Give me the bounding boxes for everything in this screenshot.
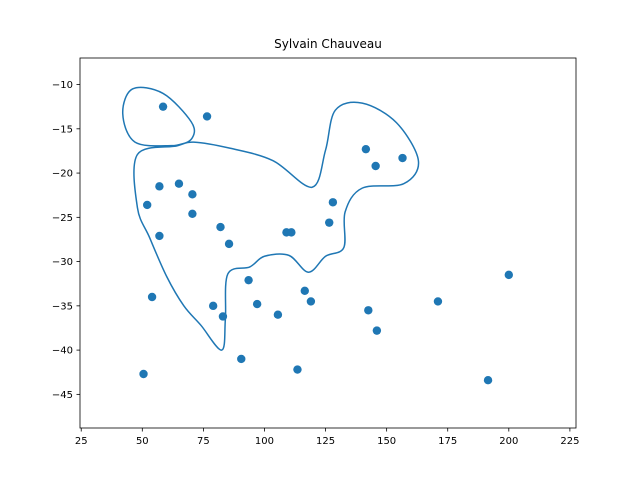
data-point-31 (293, 365, 302, 374)
y-tick-label: −30 (52, 257, 73, 268)
contours-layer (122, 86, 420, 351)
data-point-8 (155, 231, 164, 241)
x-axis: 25 50 75 100 125 150 175 200 225 (75, 428, 579, 447)
data-point-24 (300, 286, 309, 295)
data-point-3 (155, 182, 164, 191)
data-point-14 (328, 198, 338, 207)
y-tick-label: −35 (52, 301, 73, 312)
data-point-32 (139, 369, 148, 379)
data-point-33 (483, 376, 493, 385)
data-point-22 (252, 299, 262, 309)
x-tick-label: 200 (499, 436, 518, 447)
data-point-9 (216, 222, 225, 232)
data-point-16 (371, 161, 380, 171)
axes-frame (79, 57, 577, 429)
data-point-27 (372, 326, 382, 335)
x-tick-label: 225 (560, 436, 579, 447)
y-tick-label: −25 (52, 213, 73, 224)
data-point-15 (361, 144, 371, 154)
x-tick-label: 175 (438, 436, 457, 447)
data-point-26 (364, 306, 373, 315)
data-point-30 (237, 354, 246, 364)
data-point-18 (147, 292, 157, 302)
data-point-28 (433, 297, 443, 306)
data-point-10 (224, 239, 234, 249)
y-tick-label: −10 (52, 80, 73, 91)
x-tick-label: 25 (75, 436, 88, 447)
data-point-1 (158, 102, 168, 111)
chart-title: Sylvain Chauveau (274, 37, 382, 51)
data-point-12 (287, 228, 296, 237)
data-point-23 (273, 310, 283, 319)
data-point-4 (174, 179, 184, 188)
y-tick-label: −20 (52, 169, 73, 180)
data-point-20 (218, 312, 228, 321)
x-tick-label: 50 (136, 436, 149, 447)
data-point-7 (188, 209, 197, 218)
contour-line-1 (122, 86, 420, 351)
x-tick-label: 100 (255, 436, 274, 447)
x-tick-label: 125 (316, 436, 335, 447)
y-tick-label: −15 (52, 124, 73, 135)
data-point-17 (398, 153, 407, 163)
y-tick-label: −40 (52, 346, 73, 357)
points-layer (139, 102, 514, 385)
y-tick-label: −45 (52, 390, 73, 401)
data-point-29 (504, 270, 514, 280)
data-point-2 (202, 112, 212, 121)
data-point-21 (244, 275, 253, 285)
data-point-25 (306, 297, 316, 306)
x-tick-label: 150 (377, 436, 396, 447)
x-tick-label: 75 (197, 436, 210, 447)
data-point-6 (142, 200, 152, 210)
data-point-5 (188, 190, 197, 199)
y-axis: −10 −15 −20 −25 −30 −35 −40 −45 (52, 80, 80, 401)
plot-area (79, 57, 577, 429)
data-point-13 (325, 218, 334, 227)
data-point-19 (208, 301, 218, 311)
